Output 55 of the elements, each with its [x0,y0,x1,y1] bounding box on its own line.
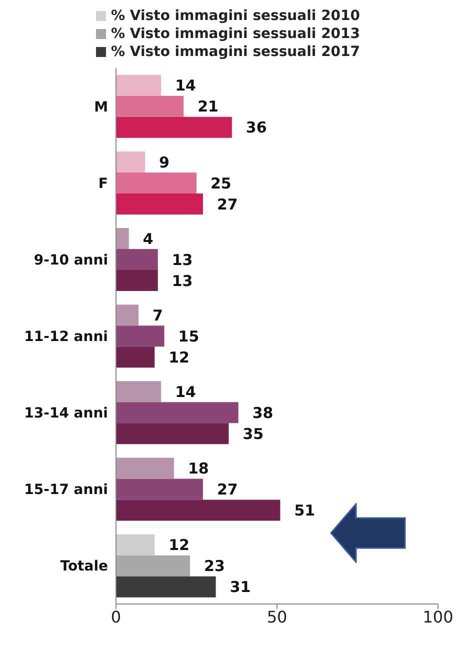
y-tick-label: 15-17 anni [24,482,108,498]
data-label: 14 [175,76,196,95]
bar [116,576,216,598]
data-label: 7 [152,306,163,324]
y-tick-label: 13-14 anni [24,406,108,422]
x-tick-label: 0 [110,607,122,626]
data-label: 13 [172,272,193,290]
data-label: 9 [158,153,170,172]
bar [116,423,229,444]
y-tick-label: F [98,176,108,192]
y-tick-label: M [94,99,108,116]
bar [116,500,280,521]
bar [116,172,196,194]
data-label: 15 [178,327,200,346]
data-label: 36 [246,118,267,137]
bar [116,326,164,347]
data-label: 4 [142,230,154,248]
bar [116,402,238,424]
data-label: 21 [198,98,218,116]
bar [116,304,139,326]
data-label: 27 [216,480,238,499]
bar [116,458,174,479]
data-label: 38 [252,404,274,422]
bar [116,478,203,500]
data-label: 23 [204,557,225,576]
y-tick-label: 11-12 anni [24,328,108,345]
legend-label: % Visto immagini sessuali 2017 [110,44,360,60]
bar [116,270,158,292]
bar [116,116,232,138]
bar [116,193,203,214]
bar [116,249,158,270]
legend-label: % Visto immagini sessuali 2013 [110,26,360,42]
legend-label: % Visto immagini sessuali 2010 [110,8,360,24]
y-tick-label: 9-10 anni [34,252,108,268]
data-label: 18 [188,460,209,478]
data-label: 27 [216,195,238,214]
bar [116,151,145,172]
bar [116,96,184,117]
data-label: 14 [175,383,196,401]
bar [116,381,162,402]
x-tick-label: 50 [266,607,288,626]
bar [116,74,162,96]
y-tick-label: Totale [60,558,108,575]
bar [116,228,129,250]
data-label: 31 [230,578,251,596]
data-label: 25 [210,174,232,192]
data-label: 12 [168,536,190,554]
data-label: 12 [168,348,190,366]
bar [116,346,155,368]
data-label: 35 [242,425,264,443]
data-label: 51 [294,502,316,520]
data-label: 13 [172,250,193,269]
bar [116,534,155,556]
bar [116,555,190,576]
x-tick-label: 100 [422,607,454,626]
